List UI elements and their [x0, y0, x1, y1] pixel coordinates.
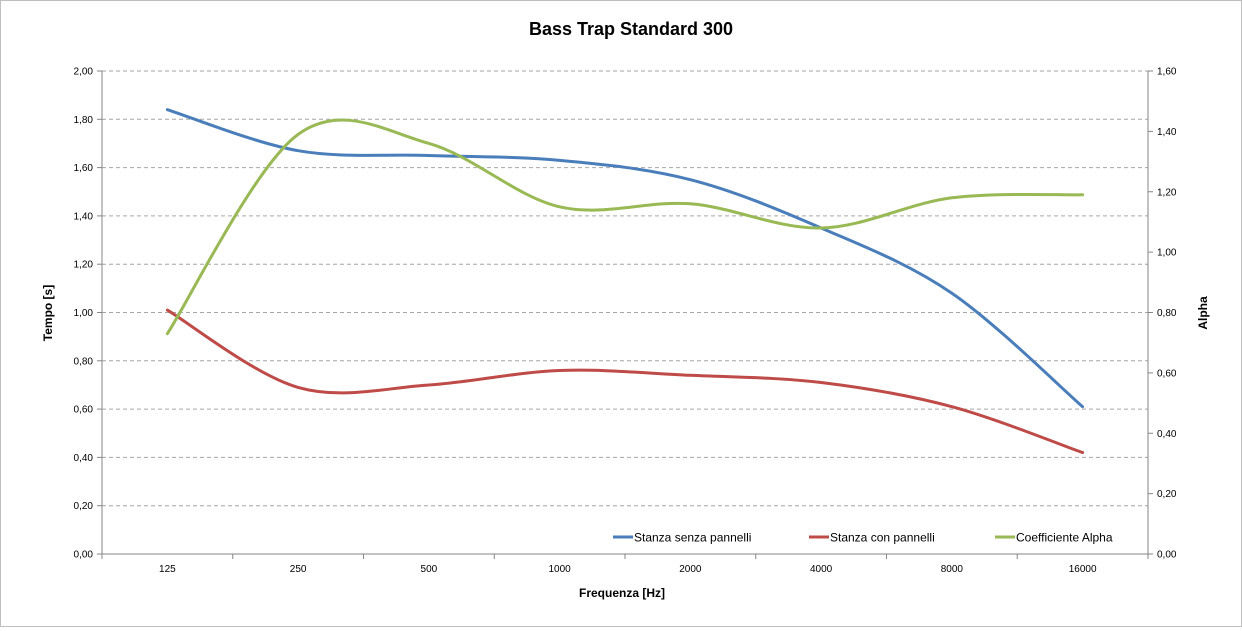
x-tick-label: 1000 [549, 564, 572, 575]
y2-tick-label: 1,60 [1157, 67, 1177, 78]
y2-axis-title: Alpha [1196, 296, 1210, 330]
y-tick-label: 1,00 [74, 308, 94, 319]
y2-tick-label: 1,20 [1157, 187, 1177, 198]
x-tick-label: 500 [421, 564, 438, 575]
y2-tick-label: 0,20 [1157, 489, 1177, 500]
legend-label: Coefficiente Alpha [1016, 531, 1113, 545]
y-tick-label: 1,20 [74, 260, 94, 271]
gridlines [102, 70, 1148, 507]
legend-label: Stanza con pannelli [830, 531, 935, 545]
axes: 0,00 0,20 0,40 0,60 0,80 1,00 1,20 1,40 1,60 1,80… [74, 67, 1177, 576]
legend: Stanza senza pannelli Stanza con pannelli… [613, 531, 1113, 545]
x-tick-label: 250 [290, 564, 307, 575]
x-axis-title: Frequenza [Hz] [579, 586, 665, 600]
chart-title: Bass Trap Standard 300 [529, 19, 733, 39]
y-tick-label: 0,60 [74, 405, 94, 416]
series-line-senza-pannelli [165, 108, 1085, 409]
x-tick-label: 8000 [941, 564, 964, 575]
x-tick-label: 4000 [810, 564, 833, 575]
y-tick-label: 0,20 [74, 501, 94, 512]
x-tick-label: 2000 [679, 564, 702, 575]
y2-tick-label: 0,40 [1157, 429, 1177, 440]
x-tick-label: 125 [159, 564, 176, 575]
series-line-alpha [165, 118, 1085, 336]
y-axis-title: Tempo [s] [41, 285, 55, 341]
y2-tick-label: 0,00 [1157, 550, 1177, 561]
series-lines [165, 108, 1085, 455]
y2-tick-label: 0,80 [1157, 308, 1177, 319]
y-tick-label: 0,40 [74, 453, 94, 464]
y2-tick-label: 1,40 [1157, 127, 1177, 138]
y2-tick-label: 0,60 [1157, 368, 1177, 379]
y-tick-label: 1,60 [74, 163, 94, 174]
y-tick-label: 1,80 [74, 115, 94, 126]
legend-label: Stanza senza pannelli [634, 531, 751, 545]
y-tick-label: 1,40 [74, 211, 94, 222]
y-tick-label: 0,80 [74, 356, 94, 367]
y-tick-label: 2,00 [74, 67, 94, 78]
y-tick-label: 0,00 [74, 550, 94, 561]
x-tick-label: 16000 [1069, 564, 1097, 575]
y2-tick-label: 1,00 [1157, 248, 1177, 259]
series-line-con-pannelli [165, 308, 1085, 455]
